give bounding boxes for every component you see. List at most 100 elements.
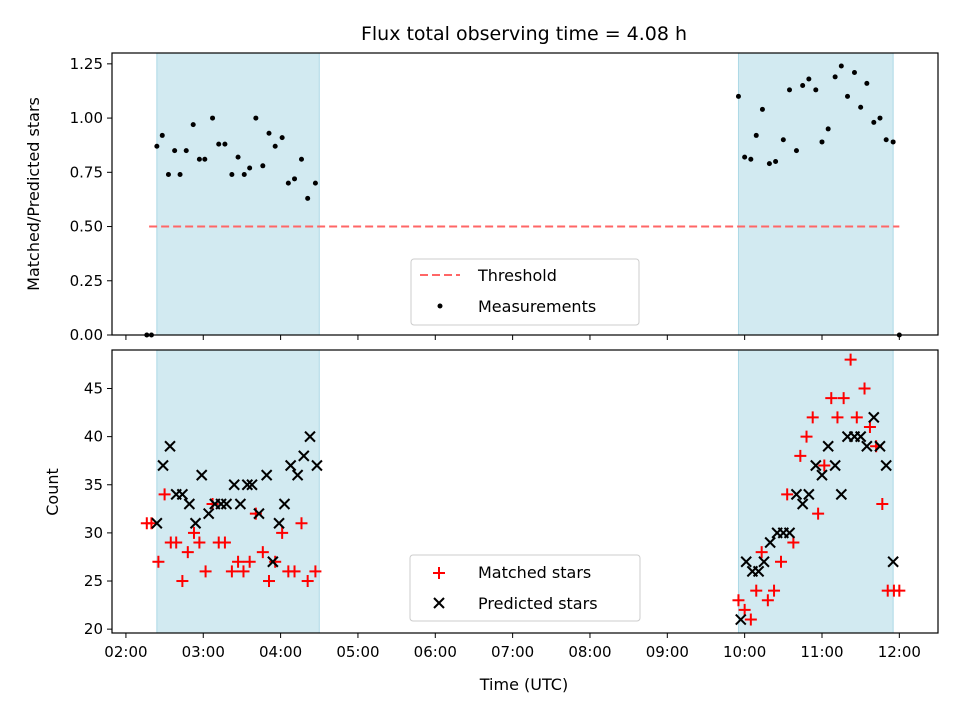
predicted-star-point [304,430,316,443]
matched-stars-series [140,353,906,626]
bottom-y-tick-label: 40 [84,428,103,446]
x-stroke [176,488,189,501]
matched-star-point [187,526,200,539]
matched-star-point [206,498,219,511]
predicted-star-point [790,488,803,501]
legend-predicted-swatch [433,597,445,609]
x-stroke [752,565,765,578]
bottom-axes-frame [111,349,939,634]
measurement-point [159,132,165,138]
x-stroke [189,517,202,529]
legend-matched-label: Matched stars [478,563,591,582]
matched-star-point [768,584,781,597]
predicted-star-point [854,430,867,443]
matched-star-point [781,488,794,501]
x-tick-label: 07:00 [491,643,534,661]
bottom-y-tick-label: 20 [84,620,103,638]
predicted-star-point [311,459,323,472]
x-stroke [202,507,215,520]
measurement-point [216,141,222,147]
predicted-star-point [752,565,765,578]
x-stroke [796,498,809,510]
matched-star-point [225,565,238,578]
top-legend-box [410,258,640,326]
measurement-point [877,115,883,121]
predicted-star-point [810,459,822,472]
matched-star-point [295,517,308,530]
measurement-point [183,148,189,154]
matched-star-point [738,603,751,616]
x-stroke [228,479,240,491]
x-tick-label: 02:00 [104,643,147,661]
matched-star-point [256,546,269,559]
measurement-point [305,195,311,201]
measurement-point [851,70,857,76]
bottom-shaded-region [156,349,320,634]
x-stroke [196,469,208,481]
x-stroke [764,536,776,549]
measurement-point [787,87,793,93]
predicted-star-point [228,479,240,491]
top-y-axis-label: Matched/Predicted stars [24,97,43,291]
measurement-point [279,135,285,141]
matched-star-point [243,555,256,568]
matched-star-point [218,536,231,549]
x-stroke [291,469,304,481]
x-stroke [783,527,796,539]
x-tick-label: 11:00 [800,643,843,661]
bottom-y-tick-label: 45 [84,380,103,398]
legend-measurements-swatch [437,303,443,309]
matched-star-point [806,411,819,424]
matched-star-point [794,449,807,462]
matched-star-point [876,498,889,511]
x-stroke [874,440,886,452]
x-tick-label: 05:00 [336,643,379,661]
chart-title: Flux total observing time = 4.08 h [361,23,687,45]
x-tick-label: 06:00 [414,643,457,661]
matched-star-point [176,575,189,588]
x-tick-label: 12:00 [878,643,921,661]
measurement-point [759,106,765,112]
matched-star-point [309,565,322,578]
matched-star-point [732,594,745,607]
predicted-star-point [758,556,770,568]
predicted-star-point [246,479,258,491]
matched-star-point [844,353,857,366]
matched-star-point [744,613,757,626]
x-stroke [835,488,848,501]
measurement-point [196,156,202,162]
x-stroke [861,440,873,452]
bottom-shaded-regions [156,349,894,634]
bottom-y-axis-label: Count [43,468,62,516]
matched-star-point [158,488,171,501]
x-stroke [880,459,892,472]
x-stroke [246,479,258,491]
x-stroke [829,459,841,472]
x-stroke [868,411,880,424]
matched-star-point [774,555,787,568]
x-tick-label: 03:00 [182,643,225,661]
x-stroke [758,556,770,568]
top-axes-frame [111,52,939,336]
predicted-star-point [164,440,176,452]
x-tick-label: 10:00 [723,643,766,661]
matched-star-point [755,546,768,559]
measurement-point [241,171,247,177]
matched-star-point [893,584,906,597]
matched-star-point [193,536,206,549]
measurement-point [858,104,864,110]
measurement-point [222,141,228,147]
x-axis: 02:00 03:00 04:00 05:00 06:00 07:00 08:00 09:00… [104,633,921,661]
predicted-star-point [183,498,196,510]
predicted-star-point [861,440,873,452]
measurement-point [780,137,786,143]
measurement-point [800,83,806,89]
predicted-star-point [783,527,796,539]
predicted-star-point [298,450,310,462]
measurement-point [753,132,759,138]
x-tick-label: 04:00 [259,643,302,661]
measurement-point [766,161,772,167]
top-x-ticks [125,335,900,340]
matched-star-point [263,575,276,588]
measurement-point [285,180,291,186]
